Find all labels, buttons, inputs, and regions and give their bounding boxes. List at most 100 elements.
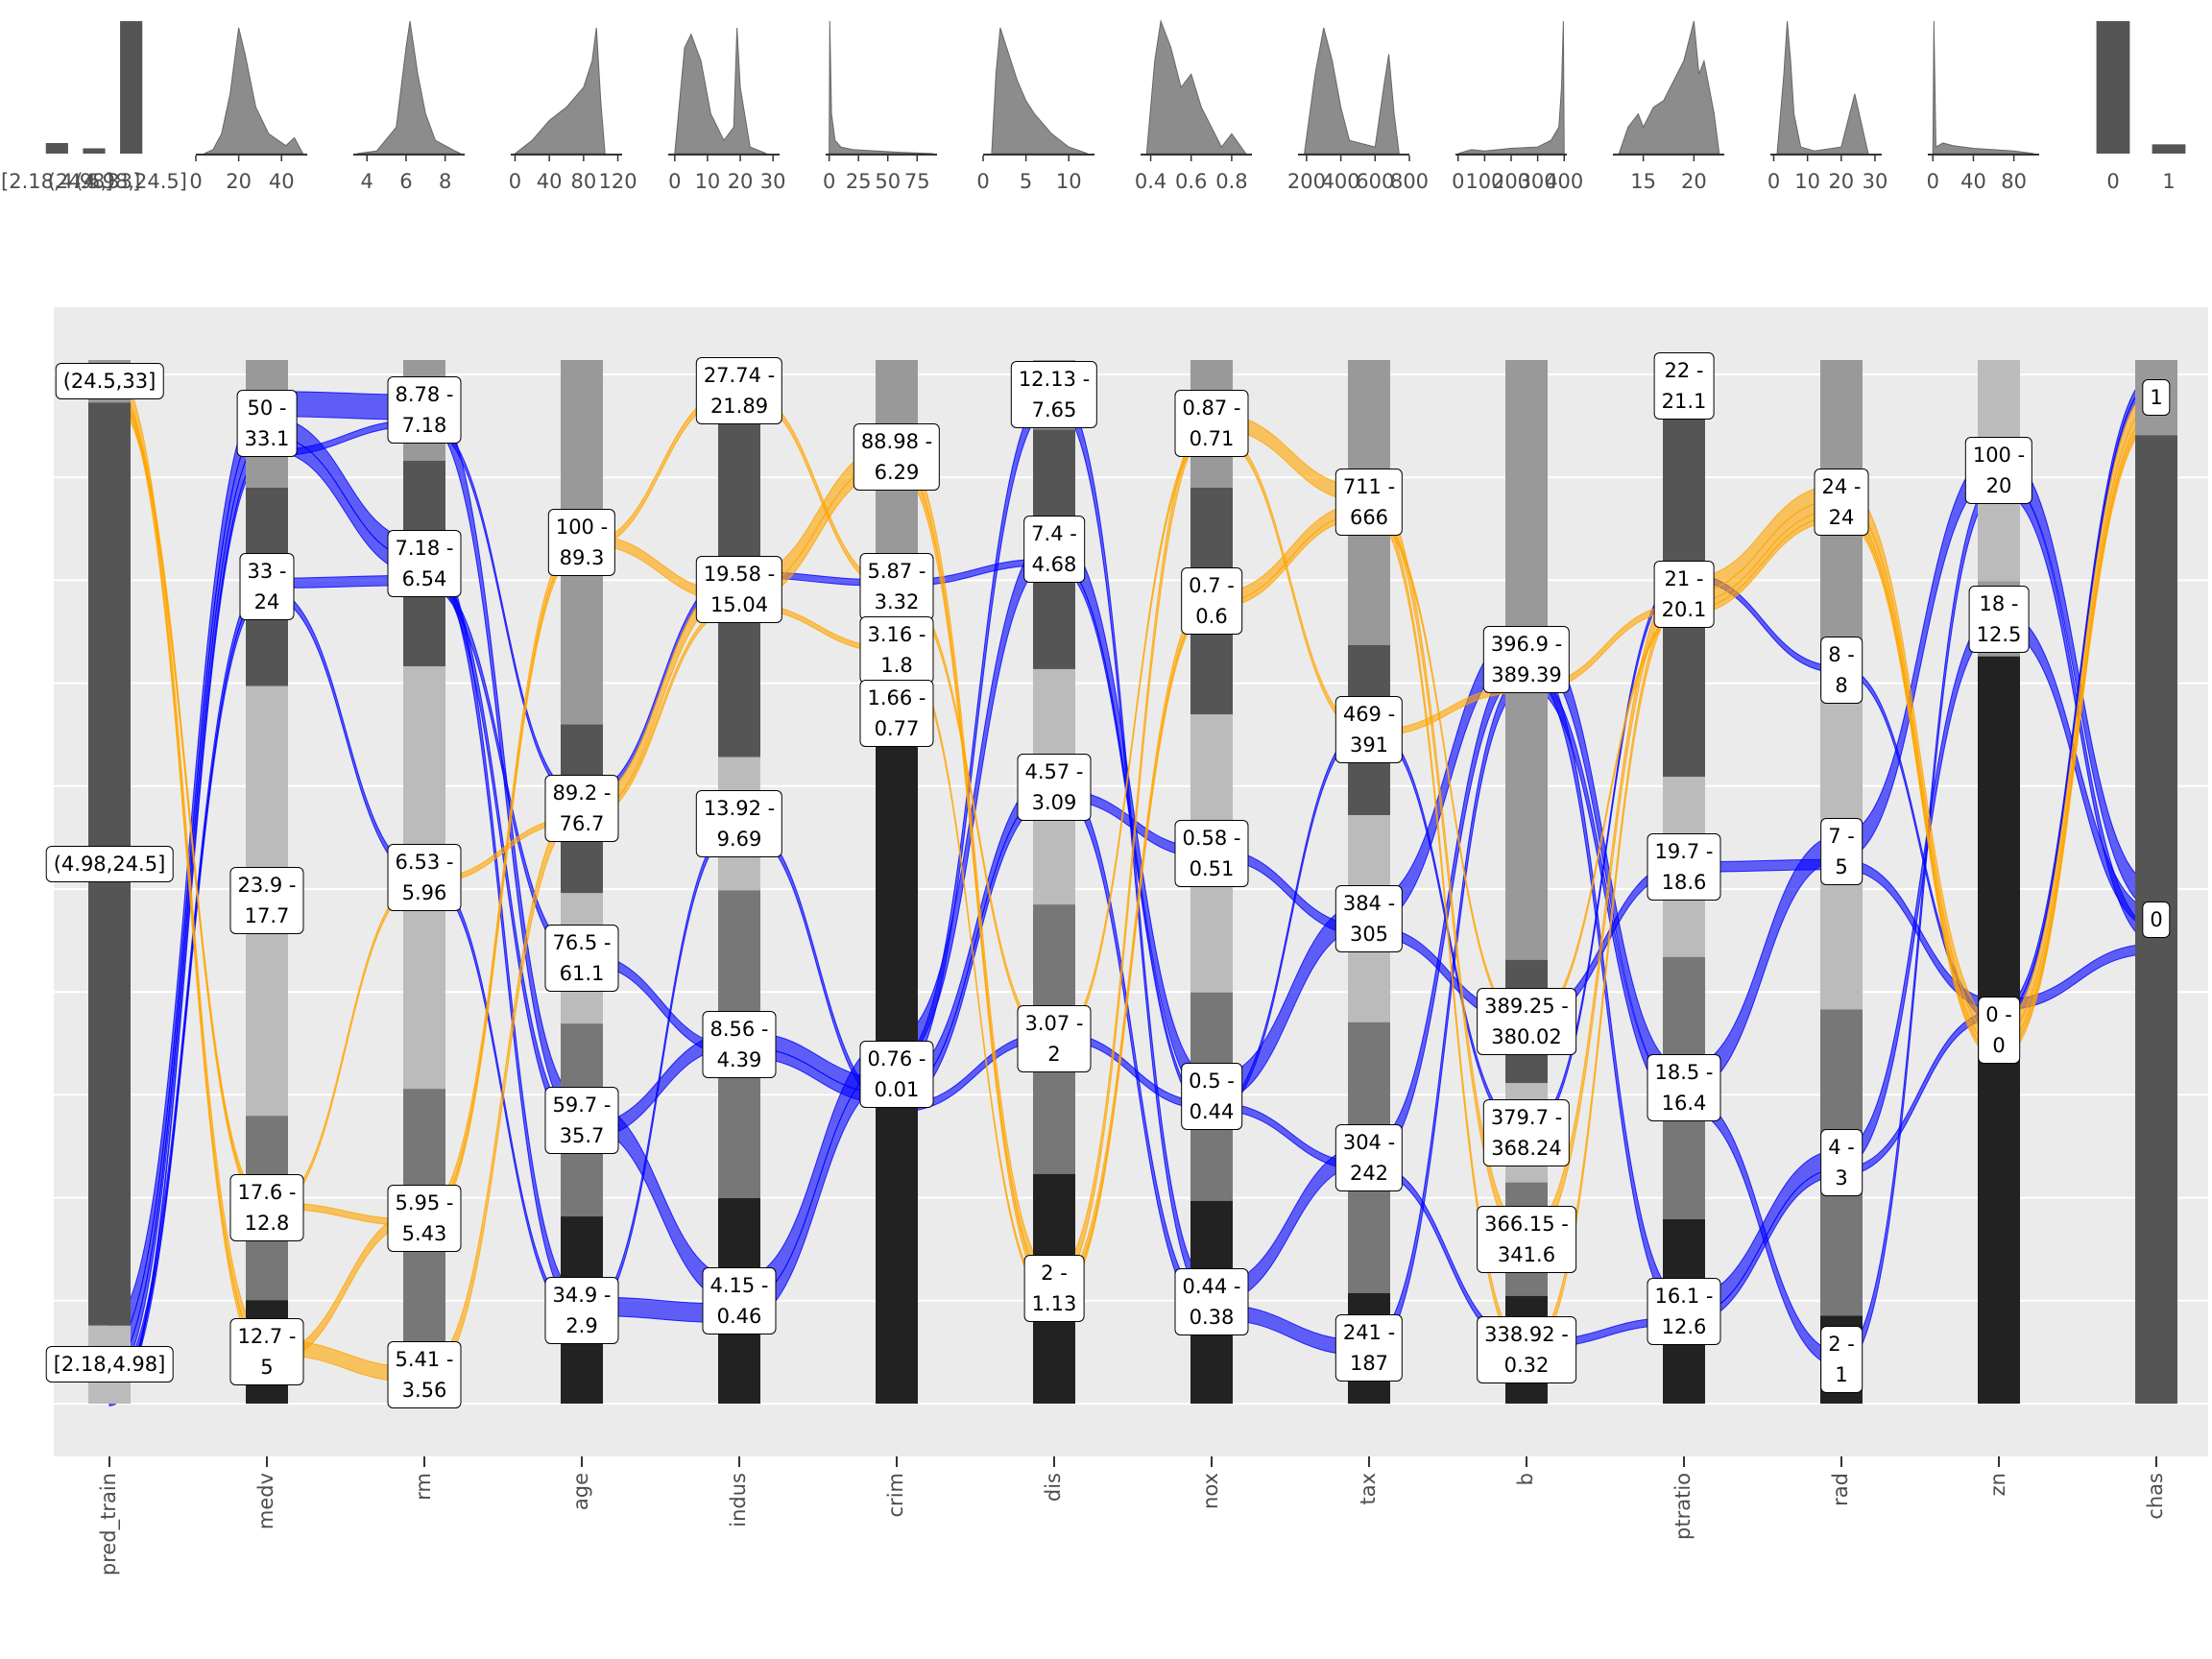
bin-label: 0 (2142, 901, 2171, 938)
bin-label: 100 - 20 (1964, 437, 2033, 505)
density (357, 20, 462, 155)
bar (2152, 144, 2186, 154)
density (1776, 20, 1869, 155)
bin-label: 384 - 305 (1334, 884, 1404, 952)
x-tick-label: 0 (509, 170, 521, 193)
bin-label: 23.9 - 17.7 (229, 867, 304, 935)
x-tick-label: 20 (728, 170, 754, 193)
axis-name: age (569, 1473, 592, 1510)
x-tick-label: 0 (823, 170, 835, 193)
bin-label: 59.7 - 35.7 (544, 1086, 619, 1154)
x-tick-label: (24.5,33] (48, 170, 141, 193)
x-tick-label: 0.4 (1135, 170, 1166, 193)
bin-label: 1.66 - 0.77 (859, 679, 934, 747)
bin-label: 0.58 - 0.51 (1174, 819, 1249, 887)
bin-label: 24 - 24 (1814, 469, 1869, 537)
x-tick-label: 120 (598, 170, 637, 193)
bin-label: 12.13 - 7.65 (1010, 361, 1098, 429)
bin-label: 3.16 - 1.8 (859, 616, 934, 685)
bin-label: 469 - 391 (1334, 696, 1404, 764)
bin-label: 4.57 - 3.09 (1017, 753, 1092, 821)
density (513, 27, 606, 155)
x-tick-label: 10 (1794, 170, 1820, 193)
x-tick-label: 80 (570, 170, 596, 193)
axis-name: tax (1357, 1473, 1380, 1505)
density (1457, 20, 1565, 155)
x-tick-label: 6 (399, 170, 412, 193)
bin-label: (24.5,33] (55, 363, 164, 400)
x-tick-label: 600 (1356, 170, 1394, 193)
bin-label: 19.58 - 15.04 (695, 556, 783, 624)
bin-label: 17.6 - 12.8 (229, 1174, 304, 1242)
bin-label: 12.7 - 5 (229, 1318, 304, 1386)
bin-label: 396.9 - 389.39 (1482, 626, 1571, 694)
bar (83, 148, 106, 154)
x-tick-label: 0 (2106, 170, 2119, 193)
axis-name: crim (884, 1473, 907, 1517)
axis-name: b (1514, 1473, 1537, 1485)
x-tick-label: 400 (1545, 170, 1583, 193)
x-tick-label: 200 (1287, 170, 1326, 193)
x-tick-label: 10 (1056, 170, 1082, 193)
axis-name: nox (1199, 1473, 1222, 1509)
bin-label: 5.87 - 3.32 (859, 552, 934, 620)
bin-label: 18.5 - 16.4 (1647, 1054, 1721, 1122)
x-tick-label: 40 (537, 170, 563, 193)
x-tick-label: 0 (668, 170, 681, 193)
bin-label: 7 - 5 (1820, 818, 1863, 886)
bin-label: 2 - 1.13 (1023, 1255, 1085, 1323)
x-tick-label: 100 (1465, 170, 1503, 193)
x-tick-label: 0 (1767, 170, 1780, 193)
bin-label: 6.53 - 5.96 (387, 844, 462, 912)
x-tick-label: 50 (875, 170, 901, 193)
axis-name: dis (1042, 1473, 1065, 1502)
bin-label: 7.4 - 4.68 (1023, 516, 1085, 584)
bin-label: 0 - 0 (1978, 996, 2020, 1064)
x-tick-label: 40 (1960, 170, 1986, 193)
x-tick-label: 30 (1863, 170, 1888, 193)
x-tick-label: 400 (1322, 170, 1360, 193)
bin-label: 5.41 - 3.56 (387, 1341, 462, 1409)
density (1618, 20, 1720, 155)
bin-label: 33 - 24 (239, 553, 295, 621)
x-tick-label: 20 (226, 170, 252, 193)
bin-label: 2 - 1 (1820, 1326, 1863, 1394)
density (991, 27, 1089, 155)
bin-label: 389.25 - 380.02 (1477, 987, 1576, 1055)
x-tick-label: (4.98,24.5] (75, 170, 187, 193)
bin-label: 89.2 - 76.7 (544, 775, 619, 843)
x-tick-label: 25 (846, 170, 872, 193)
axis-name: chas (2144, 1473, 2167, 1520)
x-tick-label: 0 (189, 170, 202, 193)
x-tick-label: 20 (1828, 170, 1854, 193)
bin-label: 4 - 3 (1820, 1128, 1863, 1196)
bin-label: 50 - 33.1 (236, 390, 298, 458)
density (1145, 19, 1247, 155)
x-tick-label: 4 (361, 170, 373, 193)
bar (45, 142, 68, 154)
x-tick-label: 0.8 (1215, 170, 1247, 193)
x-tick-label: [2.18,4.98] (1, 170, 113, 193)
bar (2096, 21, 2130, 154)
bin-label: 0.76 - 0.01 (859, 1040, 934, 1108)
bin-label: 22 - 21.1 (1653, 351, 1715, 420)
x-tick-label: 800 (1390, 170, 1429, 193)
bin-label: 0.5 - 0.44 (1181, 1063, 1242, 1131)
density (204, 27, 304, 155)
bin-label: [2.18,4.98] (45, 1346, 174, 1383)
bin-label: 8 - 8 (1820, 636, 1863, 704)
axis-name: ptratio (1671, 1473, 1695, 1540)
x-tick-label: 40 (269, 170, 295, 193)
bin-label: 0.7 - 0.6 (1181, 567, 1242, 636)
bin-label: 34.9 - 2.9 (544, 1276, 619, 1344)
bar (120, 21, 143, 154)
axis-name: rm (412, 1473, 435, 1501)
axis-name: pred_train (97, 1473, 121, 1575)
bin-label: 100 - 89.3 (547, 508, 616, 576)
bin-label: 0.87 - 0.71 (1174, 390, 1249, 458)
bin-label: 13.92 - 9.69 (695, 789, 783, 857)
bin-label: 16.1 - 12.6 (1647, 1278, 1721, 1345)
bin-label: 241 - 187 (1334, 1314, 1404, 1382)
x-tick-label: 75 (904, 170, 930, 193)
